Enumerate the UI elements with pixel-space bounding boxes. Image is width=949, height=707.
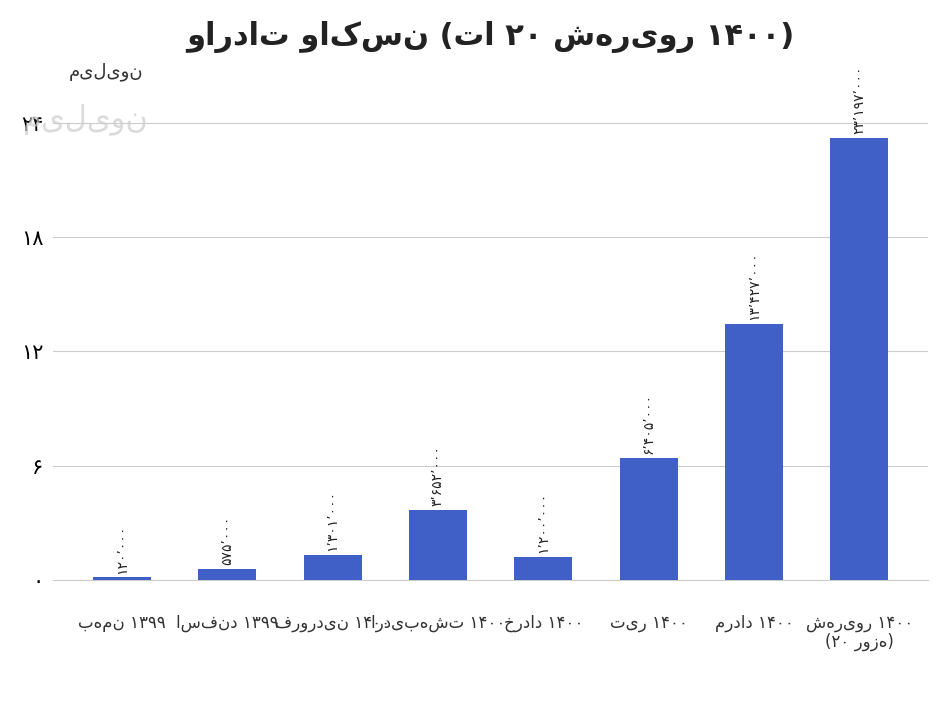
Bar xyxy=(620,458,678,580)
Bar xyxy=(725,324,783,580)
Bar xyxy=(93,578,151,580)
Bar xyxy=(304,555,362,580)
Bar xyxy=(198,569,256,580)
Text: اردیبهشت ۱۴۰۰: اردیبهشت ۱۴۰۰ xyxy=(371,614,505,632)
Text: میلیون: میلیون xyxy=(23,103,148,135)
Bar xyxy=(409,510,467,580)
Bar xyxy=(514,557,572,580)
Text: ۲۳٬۱۹۷٬۰۰۰: ۲۳٬۱۹۷٬۰۰۰ xyxy=(852,66,866,134)
Text: ۱۲۰٬۰۰۰: ۱۲۰٬۰۰۰ xyxy=(115,525,129,573)
Text: خرداد ۱۴۰۰: خرداد ۱۴۰۰ xyxy=(504,614,583,632)
Text: ۶٬۴۰۵٬۰۰۰: ۶٬۴۰۵٬۰۰۰ xyxy=(642,393,656,454)
Title: واردات واکسن (تا ۲۰ شهریور ۱۴۰۰): واردات واکسن (تا ۲۰ شهریور ۱۴۰۰) xyxy=(187,21,794,53)
Text: ۳٬۶۵۲٬۰۰۰: ۳٬۶۵۲٬۰۰۰ xyxy=(431,445,445,506)
Text: تیر ۱۴۰۰: تیر ۱۴۰۰ xyxy=(609,614,688,632)
Bar xyxy=(830,138,888,580)
Text: مرداد ۱۴۰۰: مرداد ۱۴۰۰ xyxy=(715,614,793,632)
Text: فروردین ۱۴۰۰: فروردین ۱۴۰۰ xyxy=(275,614,390,632)
Text: ۱۳٬۴۲۷٬۰۰۰: ۱۳٬۴۲۷٬۰۰۰ xyxy=(747,252,761,320)
Text: ۵۷۵٬۰۰۰: ۵۷۵٬۰۰۰ xyxy=(220,515,234,565)
Text: میلیون: میلیون xyxy=(69,62,143,81)
Text: شهریور ۱۴۰۰: شهریور ۱۴۰۰ xyxy=(806,614,913,632)
Text: اسفند ۱۳۹۹: اسفند ۱۳۹۹ xyxy=(176,614,278,632)
Text: ۱٬۳۰۱٬۰۰۰: ۱٬۳۰۱٬۰۰۰ xyxy=(326,490,340,551)
Text: ۱٬۲۰۰٬۰۰۰: ۱٬۲۰۰٬۰۰۰ xyxy=(536,492,550,553)
Text: (۲۰ روزه): (۲۰ روزه) xyxy=(825,633,894,651)
Text: بهمن ۱۳۹۹: بهمن ۱۳۹۹ xyxy=(78,614,166,632)
